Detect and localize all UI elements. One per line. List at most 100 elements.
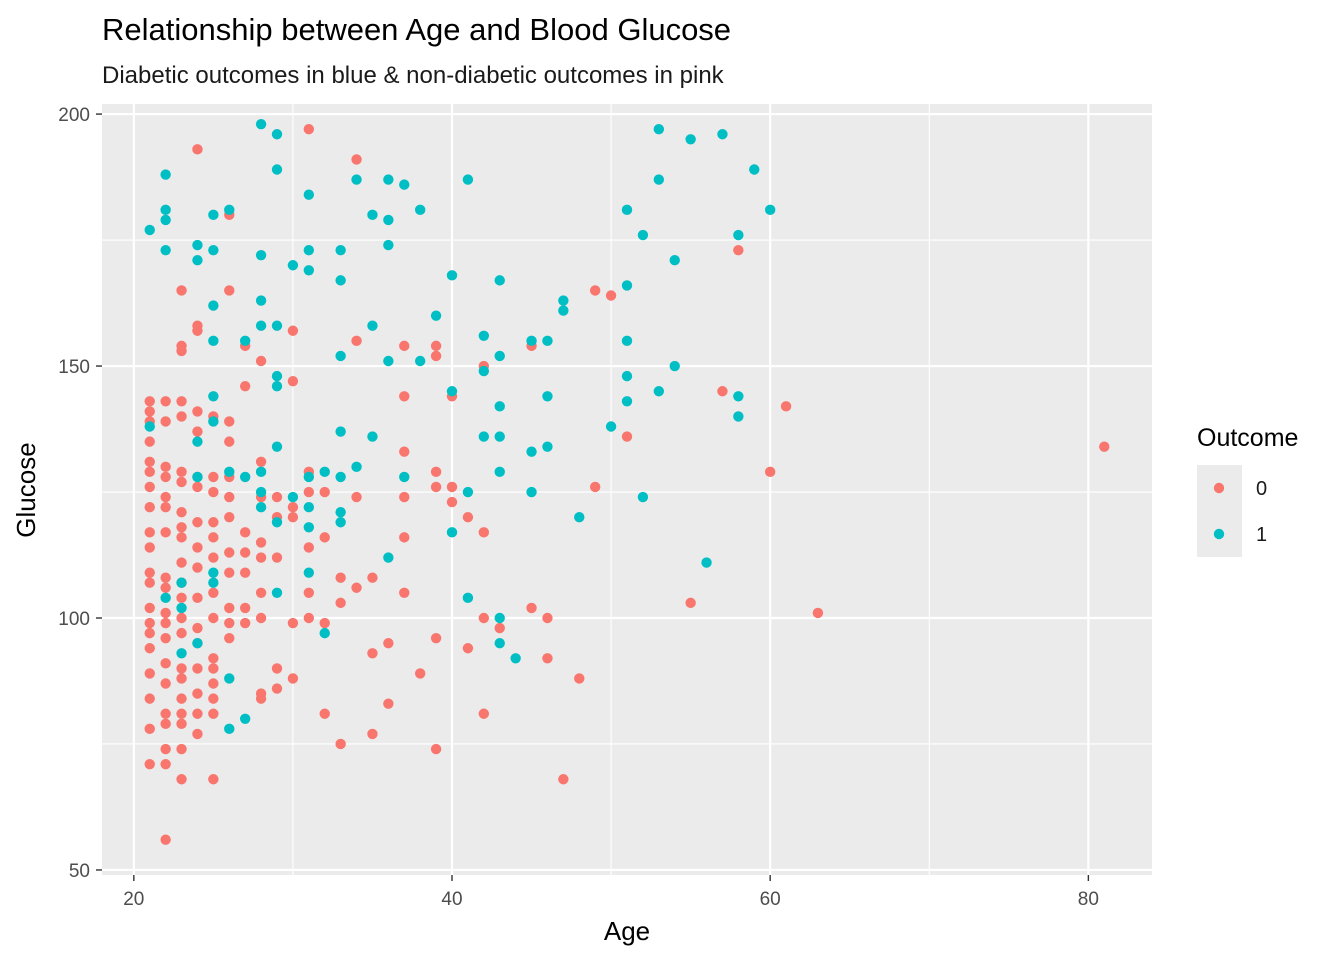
data-point-outcome-1 (271, 164, 283, 175)
data-point-outcome-1 (637, 491, 649, 503)
data-point-outcome-0 (192, 708, 203, 719)
data-point-outcome-0 (192, 562, 203, 573)
data-point-outcome-0 (430, 481, 442, 493)
data-point-outcome-1 (176, 577, 187, 588)
data-point-outcome-0 (224, 602, 235, 614)
data-point-outcome-1 (383, 174, 394, 185)
data-point-outcome-0 (176, 411, 187, 422)
data-point-outcome-0 (144, 617, 155, 629)
data-point-outcome-1 (255, 466, 267, 478)
data-point-outcome-0 (574, 673, 585, 684)
data-point-outcome-1 (255, 249, 267, 261)
data-point-outcome-0 (160, 632, 171, 644)
data-point-outcome-0 (144, 406, 155, 417)
data-point-outcome-1 (144, 224, 155, 236)
data-point-outcome-0 (192, 663, 203, 674)
data-point-outcome-1 (621, 335, 633, 347)
data-point-outcome-0 (144, 481, 155, 493)
data-point-outcome-0 (303, 486, 315, 498)
data-point-outcome-0 (160, 582, 171, 593)
data-point-outcome-0 (176, 532, 187, 543)
data-point-outcome-0 (176, 718, 187, 730)
data-point-outcome-0 (192, 481, 203, 493)
x-tick-label: 40 (441, 889, 462, 910)
y-tick-label: 100 (58, 609, 90, 630)
data-point-outcome-0 (383, 638, 394, 649)
data-point-outcome-0 (239, 527, 251, 538)
data-point-outcome-1 (224, 723, 235, 735)
data-point-outcome-1 (303, 189, 315, 200)
data-point-outcome-0 (160, 527, 171, 538)
data-point-outcome-0 (176, 693, 187, 704)
data-point-outcome-0 (542, 612, 553, 624)
data-point-outcome-0 (335, 738, 346, 750)
y-tick-label: 150 (58, 357, 90, 378)
data-point-outcome-0 (224, 285, 235, 296)
plot-panel (102, 104, 1152, 875)
data-point-outcome-1 (367, 209, 378, 221)
data-point-outcome-0 (176, 774, 187, 785)
data-point-outcome-0 (160, 658, 171, 669)
data-point-outcome-0 (351, 335, 362, 347)
data-point-outcome-1 (462, 174, 474, 185)
data-point-outcome-1 (351, 174, 362, 185)
data-point-outcome-1 (176, 602, 187, 614)
data-point-outcome-0 (208, 693, 219, 704)
data-point-outcome-0 (176, 466, 187, 478)
data-point-outcome-0 (526, 602, 537, 614)
data-point-outcome-0 (192, 542, 203, 553)
data-point-outcome-1 (367, 431, 378, 442)
data-point-outcome-0 (271, 663, 283, 674)
data-point-outcome-0 (144, 693, 155, 704)
data-point-outcome-1 (494, 431, 505, 442)
data-point-outcome-1 (192, 471, 203, 483)
data-point-outcome-0 (176, 663, 187, 674)
data-point-outcome-0 (351, 491, 362, 503)
data-point-outcome-1 (574, 512, 585, 523)
data-point-outcome-0 (462, 512, 474, 523)
data-point-outcome-0 (239, 602, 251, 614)
legend-title: Outcome (1197, 424, 1298, 452)
data-point-outcome-0 (271, 491, 283, 503)
legend-key-1 (1213, 528, 1225, 540)
data-point-outcome-0 (430, 743, 442, 755)
data-point-outcome-0 (176, 522, 187, 533)
data-point-outcome-0 (733, 244, 744, 256)
x-axis: 20 40 60 80 (123, 875, 1099, 910)
data-point-outcome-0 (144, 668, 155, 679)
data-point-outcome-0 (462, 643, 474, 654)
data-point-outcome-0 (383, 698, 394, 709)
data-point-outcome-0 (446, 496, 458, 508)
data-point-outcome-0 (144, 466, 155, 478)
data-point-outcome-1 (160, 244, 171, 256)
data-point-outcome-1 (383, 214, 394, 226)
data-point-outcome-1 (621, 396, 633, 407)
data-point-outcome-1 (430, 310, 442, 321)
data-point-outcome-0 (255, 587, 267, 598)
data-point-outcome-1 (383, 239, 394, 251)
data-point-outcome-1 (208, 577, 219, 588)
data-point-outcome-1 (255, 501, 267, 513)
data-point-outcome-0 (224, 547, 235, 558)
data-point-outcome-0 (255, 456, 267, 467)
data-point-outcome-1 (653, 124, 665, 135)
data-point-outcome-1 (224, 673, 235, 684)
data-point-outcome-1 (383, 355, 394, 367)
data-point-outcome-0 (144, 456, 155, 467)
data-point-outcome-0 (367, 572, 378, 583)
data-point-outcome-0 (176, 743, 187, 755)
data-point-outcome-0 (717, 386, 728, 397)
data-point-outcome-1 (494, 275, 505, 286)
data-point-outcome-0 (287, 375, 299, 387)
data-point-outcome-0 (144, 627, 155, 639)
y-axis-title: Glucose (11, 442, 41, 537)
data-point-outcome-1 (733, 411, 744, 422)
data-point-outcome-0 (160, 743, 171, 755)
data-point-outcome-0 (558, 774, 569, 785)
data-point-outcome-0 (144, 643, 155, 654)
data-point-outcome-0 (399, 532, 410, 543)
data-point-outcome-1 (208, 209, 219, 221)
data-point-outcome-0 (430, 466, 442, 478)
data-point-outcome-0 (208, 517, 219, 528)
